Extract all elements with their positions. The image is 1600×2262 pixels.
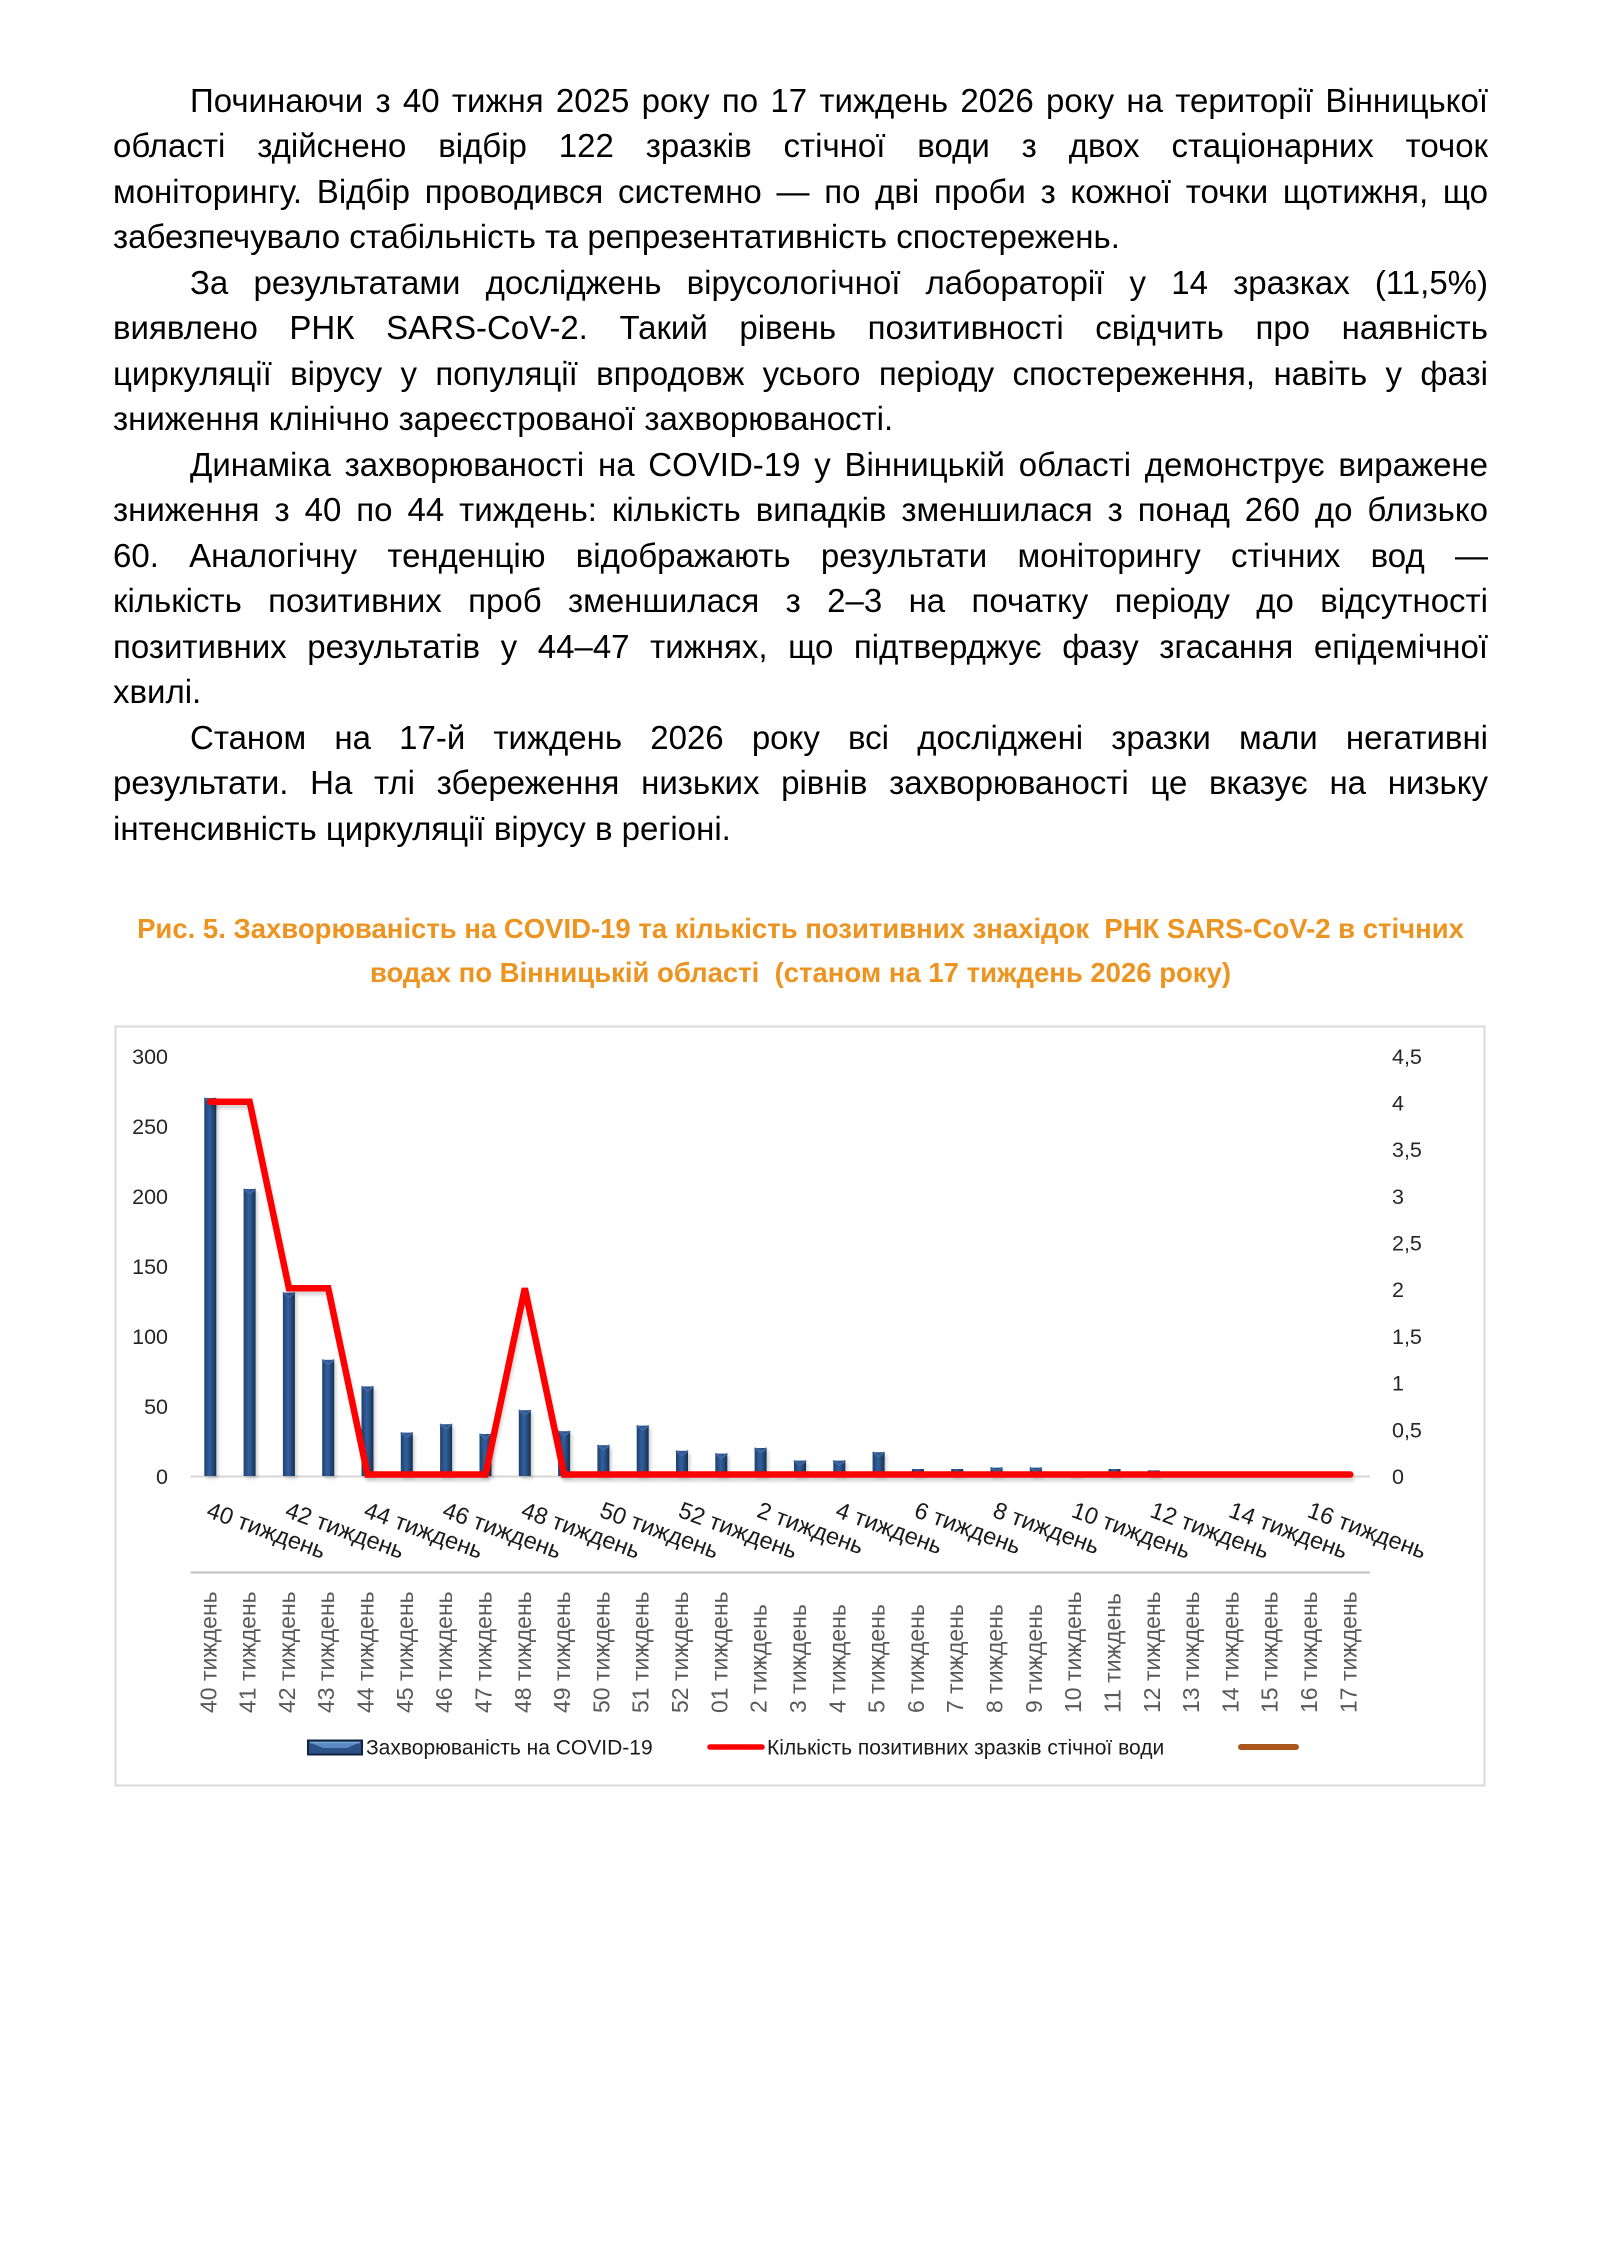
svg-text:100: 100 [132, 1325, 168, 1349]
svg-text:Захворюваність на COVID-19: Захворюваність на COVID-19 [366, 1737, 653, 1760]
svg-text:200: 200 [132, 1185, 168, 1209]
svg-text:01 тиждень: 01 тиждень [706, 1591, 732, 1713]
svg-text:0: 0 [156, 1465, 168, 1489]
svg-text:49 тиждень: 49 тиждень [549, 1591, 575, 1713]
svg-text:6 тиждень: 6 тиждень [903, 1604, 929, 1713]
svg-text:17 тиждень: 17 тиждень [1335, 1591, 1361, 1713]
svg-text:1: 1 [1392, 1372, 1404, 1396]
svg-text:11 тиждень: 11 тиждень [1100, 1593, 1126, 1713]
svg-text:8 тиждень: 8 тиждень [982, 1604, 1008, 1713]
svg-text:46 тиждень: 46 тиждень [431, 1591, 457, 1713]
svg-text:2,5: 2,5 [1392, 1232, 1422, 1256]
svg-text:45 тиждень: 45 тиждень [392, 1591, 418, 1713]
svg-text:0: 0 [1392, 1465, 1404, 1489]
svg-text:150: 150 [132, 1255, 168, 1279]
svg-text:2 тиждень: 2 тиждень [746, 1604, 772, 1713]
svg-text:Кількість позитивних зразків с: Кількість позитивних зразків стічної вод… [767, 1737, 1164, 1760]
svg-text:10 тиждень: 10 тиждень [1060, 1591, 1086, 1713]
svg-text:7 тиждень: 7 тиждень [942, 1604, 968, 1713]
svg-text:5 тиждень: 5 тиждень [864, 1604, 890, 1713]
svg-text:300: 300 [132, 1045, 168, 1069]
svg-text:1,5: 1,5 [1392, 1325, 1422, 1349]
svg-text:4 тиждень: 4 тиждень [824, 1604, 850, 1713]
svg-text:50: 50 [144, 1395, 168, 1419]
svg-text:14 тиждень: 14 тиждень [1217, 1591, 1243, 1713]
svg-text:47 тиждень: 47 тиждень [471, 1591, 497, 1713]
svg-text:4: 4 [1392, 1092, 1404, 1116]
svg-text:15 тиждень: 15 тиждень [1257, 1591, 1283, 1713]
svg-text:40 тиждень: 40 тиждень [195, 1591, 221, 1713]
svg-text:4,5: 4,5 [1392, 1045, 1422, 1069]
svg-text:51 тиждень: 51 тиждень [628, 1591, 654, 1713]
svg-text:52 тиждень: 52 тиждень [667, 1591, 693, 1713]
svg-text:13 тиждень: 13 тиждень [1178, 1591, 1204, 1713]
svg-text:9 тиждень: 9 тиждень [1021, 1604, 1047, 1713]
svg-text:48 тиждень: 48 тиждень [510, 1591, 536, 1713]
svg-text:42 тиждень: 42 тиждень [274, 1591, 300, 1713]
svg-text:44 тиждень: 44 тиждень [353, 1591, 379, 1713]
svg-text:41 тиждень: 41 тиждень [235, 1591, 261, 1713]
svg-text:3 тиждень: 3 тиждень [785, 1604, 811, 1713]
svg-text:250: 250 [132, 1115, 168, 1139]
svg-text:12 тиждень: 12 тиждень [1139, 1591, 1165, 1713]
svg-text:0,5: 0,5 [1392, 1418, 1422, 1442]
svg-text:3,5: 3,5 [1392, 1138, 1422, 1162]
svg-text:3: 3 [1392, 1185, 1404, 1209]
svg-text:43 тиждень: 43 тиждень [313, 1591, 339, 1713]
svg-text:2: 2 [1392, 1278, 1404, 1302]
svg-text:50 тиждень: 50 тиждень [588, 1591, 614, 1713]
svg-text:16 тиждень: 16 тиждень [1296, 1591, 1322, 1713]
